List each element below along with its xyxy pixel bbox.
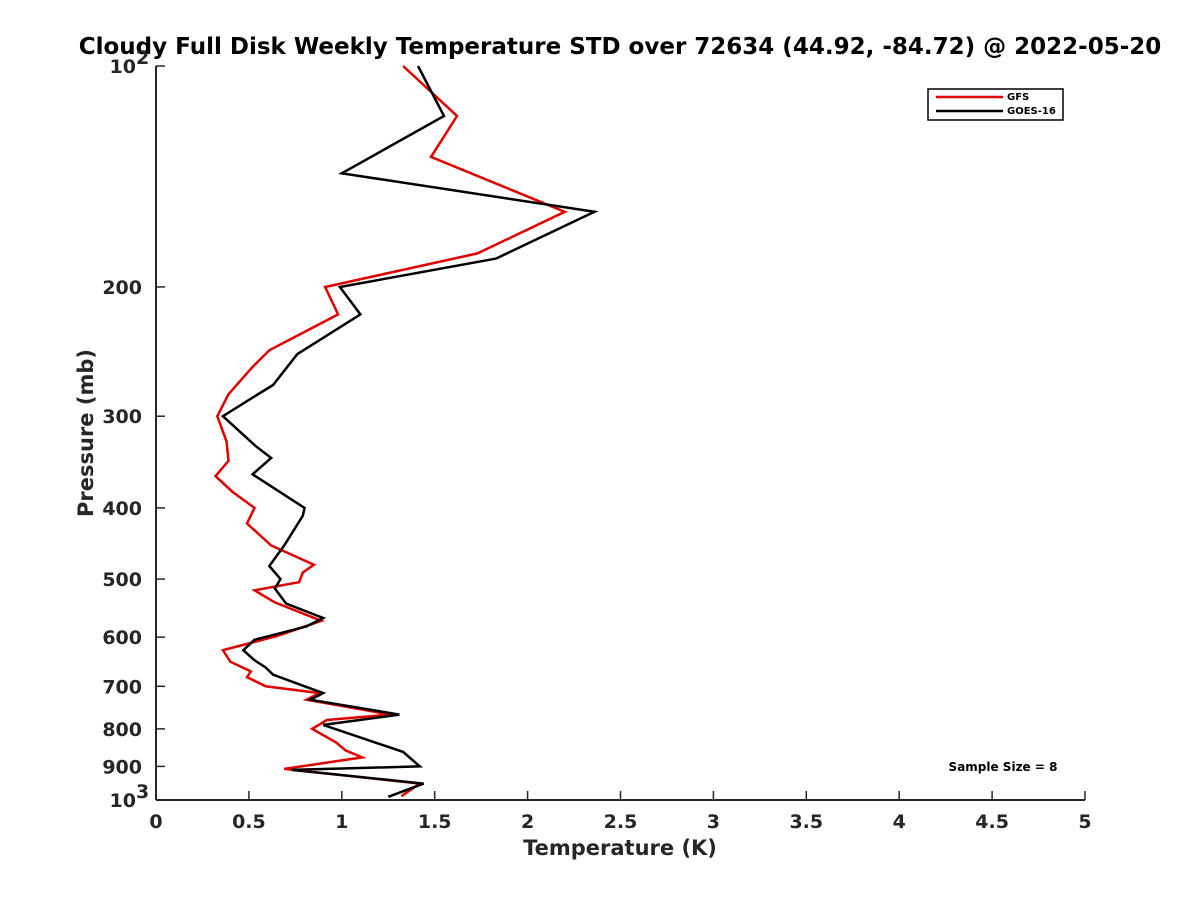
legend: GFS GOES-16 (927, 88, 1064, 121)
sample-size-annotation: Sample Size = 8 (949, 760, 1058, 774)
legend-label-gfs: GFS (1007, 92, 1029, 103)
series-line-goes16 (220, 65, 599, 798)
x-axis-title: Temperature (K) (523, 836, 717, 860)
x-tick-label: 2 (521, 811, 534, 833)
chart-title: Cloudy Full Disk Weekly Temperature STD … (79, 34, 1162, 60)
x-tick-label: 2.5 (604, 811, 638, 833)
x-tick-label: 0 (149, 811, 162, 833)
x-tick-label: 3.5 (789, 811, 823, 833)
y-tick-exponent: 3 (136, 781, 149, 803)
y-tick-label: 10 (110, 790, 136, 812)
x-tick-label: 5 (1078, 811, 1091, 833)
series-layer (213, 65, 599, 798)
x-tick-label: 0.5 (232, 811, 266, 833)
y-tick-label: 500 (102, 569, 142, 591)
x-tick-label: 1 (335, 811, 348, 833)
y-tick-label: 600 (102, 627, 142, 649)
y-tick-label: 200 (102, 277, 142, 299)
y-tick-exponent: 2 (136, 47, 149, 69)
y-tick-label: 10 (110, 56, 136, 78)
y-tick-label: 700 (102, 676, 142, 698)
legend-box (927, 88, 1064, 121)
y-tick-label: 400 (102, 498, 142, 520)
y-tick-label: 800 (102, 719, 142, 741)
series-line-gfs (213, 65, 568, 798)
y-axis-title: Pressure (mb) (74, 349, 98, 517)
y-tick-label: 300 (102, 406, 142, 428)
x-tick-label: 4.5 (975, 811, 1009, 833)
y-tick-label: 900 (102, 756, 142, 778)
x-tick-label: 4 (893, 811, 906, 833)
x-axis-ticks: 0 0.5 1 1.5 2 2.5 3 3.5 4 4.5 5 (149, 791, 1092, 833)
x-tick-label: 1.5 (418, 811, 452, 833)
legend-label-goes16: GOES-16 (1007, 106, 1056, 117)
plot-area: 0 0.5 1 1.5 2 2.5 3 3.5 4 4.5 5 10 2200300400500600… (102, 47, 1091, 833)
x-tick-label: 3 (707, 811, 720, 833)
